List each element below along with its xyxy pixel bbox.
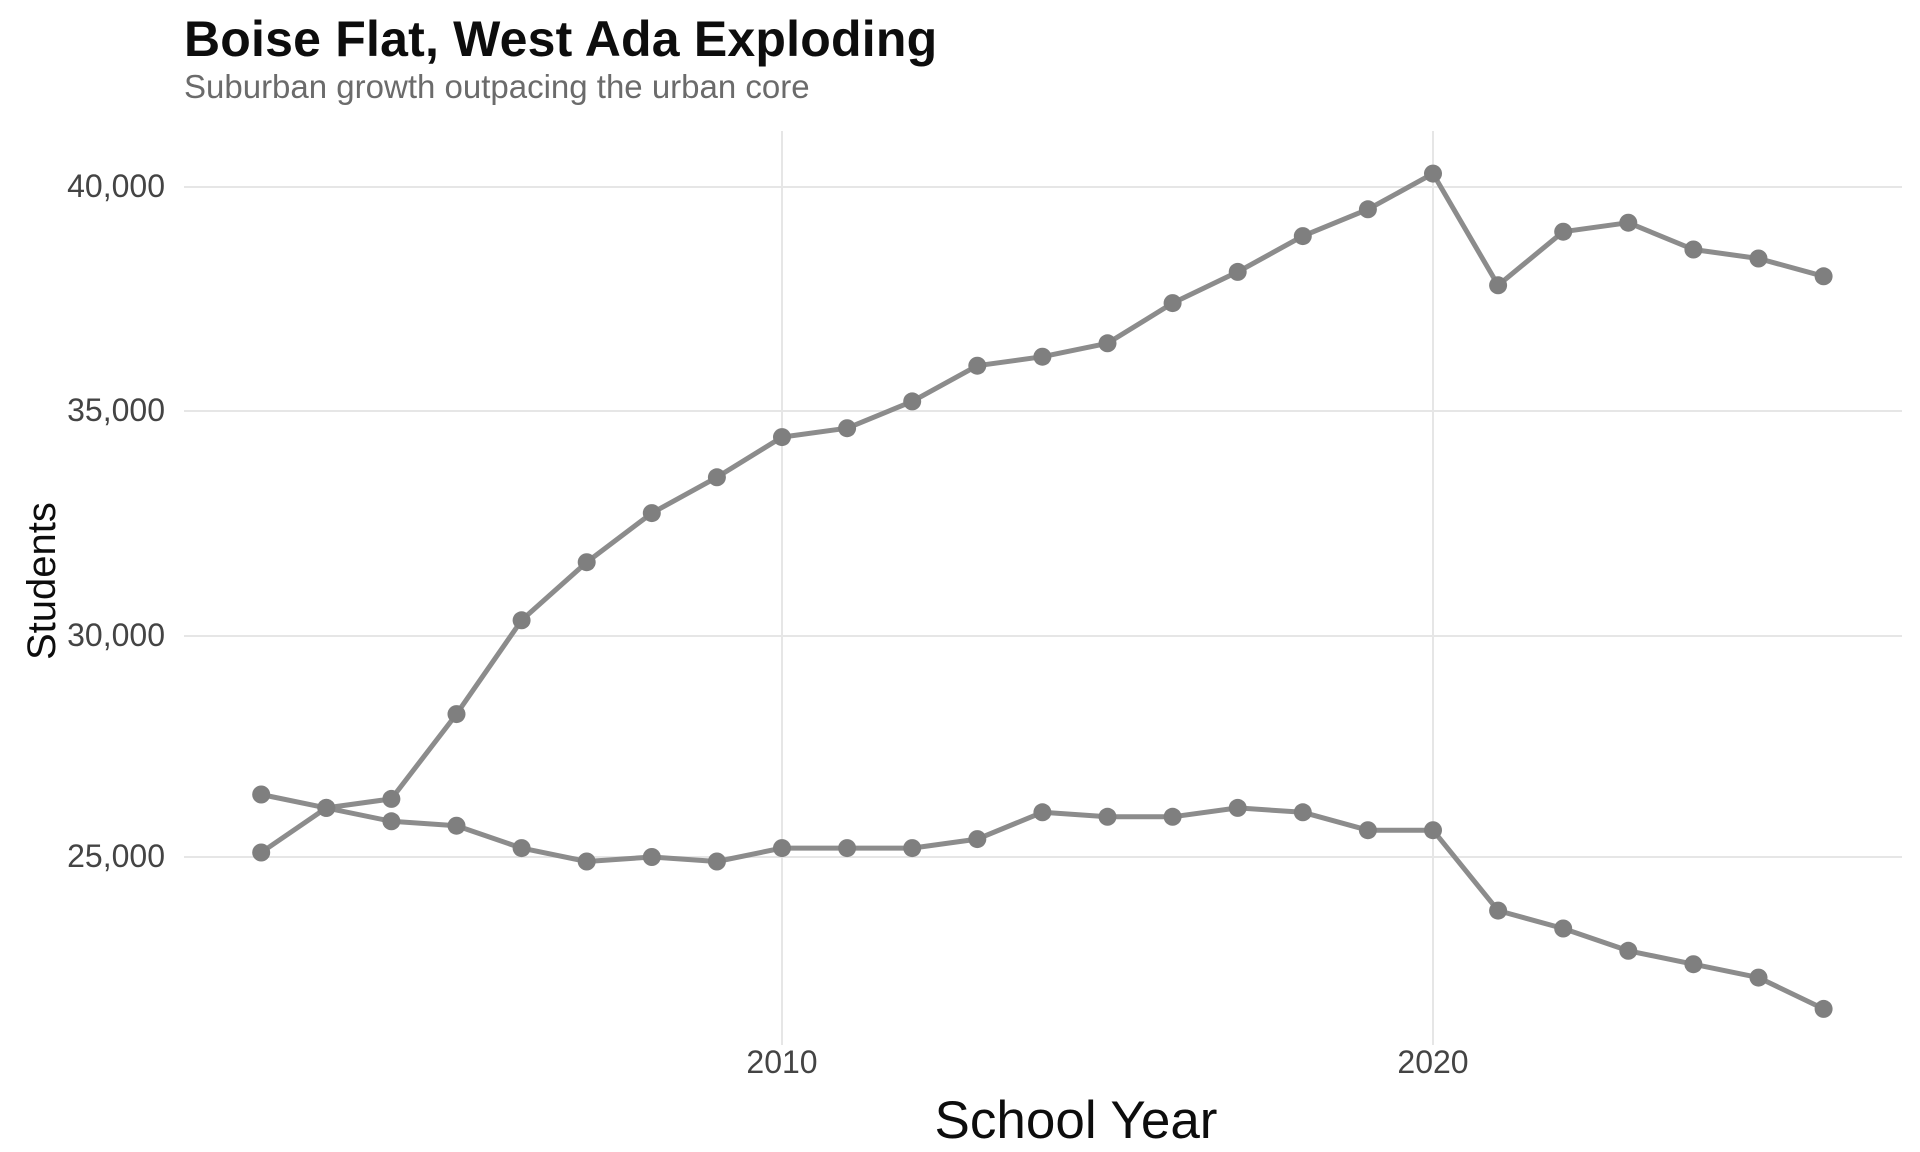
svg-text:2020: 2020: [1397, 1044, 1468, 1080]
svg-text:25,000: 25,000: [67, 838, 165, 874]
svg-text:2010: 2010: [746, 1044, 817, 1080]
svg-text:30,000: 30,000: [67, 617, 165, 653]
svg-text:40,000: 40,000: [67, 168, 165, 204]
svg-text:35,000: 35,000: [67, 392, 165, 428]
